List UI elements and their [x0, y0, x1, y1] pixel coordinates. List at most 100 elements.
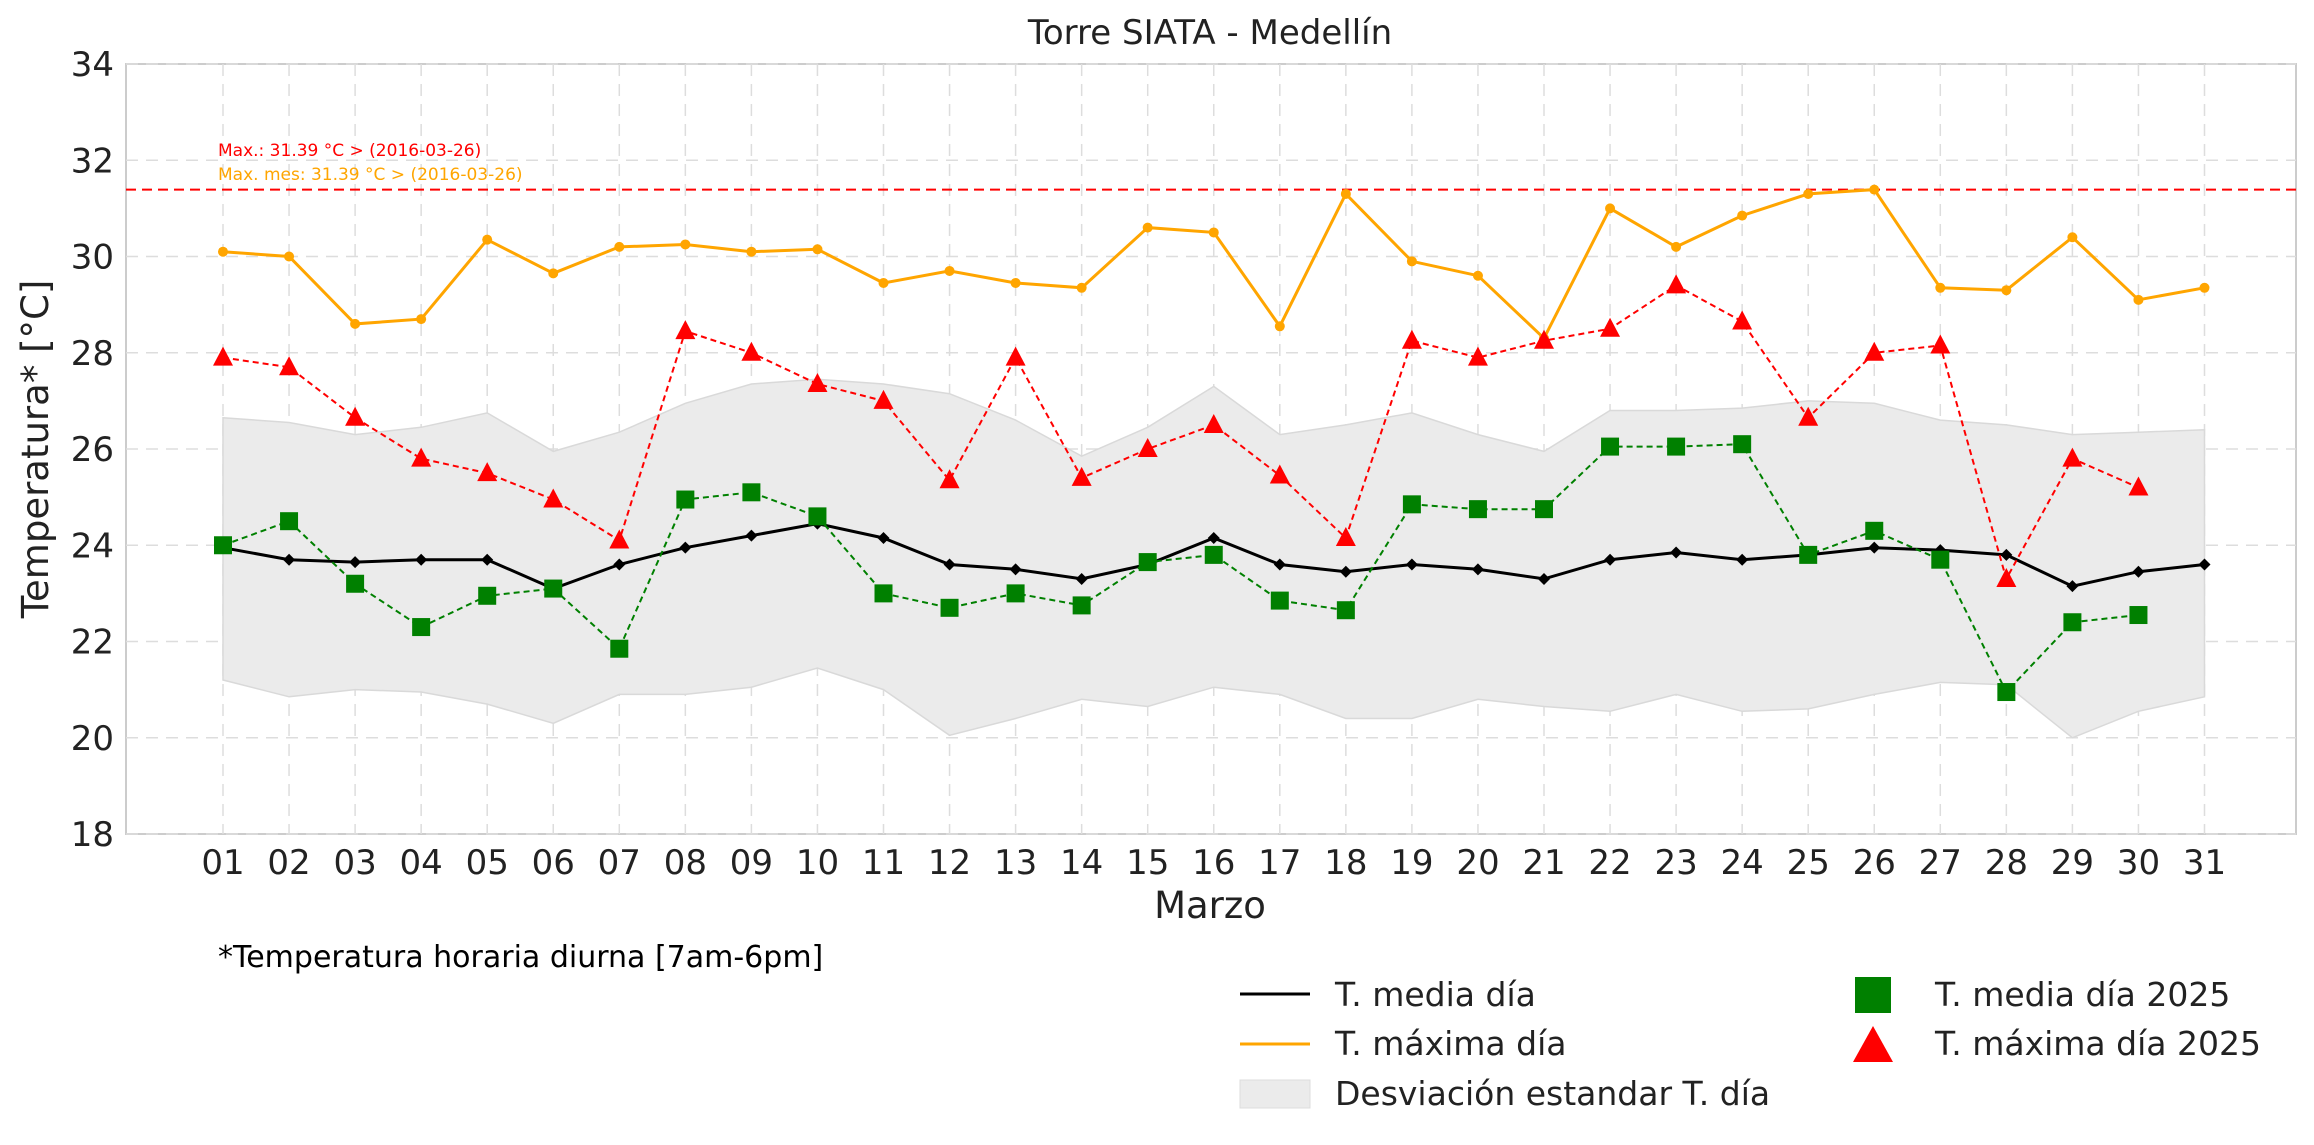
point-mean-2025 — [544, 579, 563, 598]
x-tick-label: 22 — [1588, 843, 1631, 883]
point-max — [1869, 184, 1880, 195]
x-tick-label: 15 — [1126, 843, 1169, 883]
point-mean-2025 — [940, 598, 959, 617]
x-tick-label: 14 — [1060, 843, 1103, 883]
point-mean — [745, 529, 758, 542]
y-tick-labels: 18 20 22 24 26 28 30 32 34 — [71, 45, 114, 855]
point-max — [878, 277, 889, 288]
x-tick-label: 09 — [730, 843, 773, 883]
x-tick-label: 20 — [1456, 843, 1499, 883]
x-tick-label: 05 — [466, 843, 509, 883]
point-max-2025 — [543, 488, 564, 508]
x-tick-label: 28 — [1985, 843, 2028, 883]
point-max — [1803, 188, 1814, 199]
point-mean — [1339, 565, 1352, 578]
point-mean — [2000, 548, 2013, 561]
legend-label-max: T. máxima día — [1334, 1024, 1566, 1063]
point-max-2025 — [1732, 310, 1753, 330]
x-tick-label: 06 — [532, 843, 575, 883]
point-max-2025 — [411, 447, 432, 467]
point-max-2025 — [1930, 334, 1951, 354]
x-tick-label: 10 — [796, 843, 839, 883]
point-max — [1340, 188, 1351, 199]
point-max-2025 — [1864, 341, 1885, 361]
point-max — [614, 241, 625, 252]
x-tick-label: 13 — [994, 843, 1037, 883]
point-mean-2025 — [346, 574, 365, 593]
point-max — [1142, 222, 1153, 233]
point-mean-2025 — [478, 586, 497, 605]
x-tick-label: 04 — [400, 843, 443, 883]
point-max-2025 — [1137, 438, 1158, 457]
x-tick-labels: 01 02 03 04 05 06 07 08 09 10 11 12 13 14 15 16 17 18 19 20… — [201, 843, 2226, 883]
point-mean-2025 — [280, 512, 299, 531]
point-mean — [877, 532, 890, 545]
point-mean — [283, 553, 296, 566]
point-mean — [1273, 558, 1286, 571]
point-max-2025 — [345, 406, 366, 426]
point-max-2025 — [1071, 466, 1092, 486]
point-max — [944, 265, 955, 276]
series-layer — [213, 184, 2211, 702]
point-max-2025 — [1798, 406, 1819, 426]
point-max-2025 — [1996, 567, 2017, 587]
legend-label-mean-2025: T. media día 2025 — [1934, 975, 2230, 1014]
point-max — [1406, 256, 1417, 267]
point-mean-2025 — [1270, 591, 1289, 610]
x-tick-label: 17 — [1258, 843, 1301, 883]
point-max-2025 — [807, 373, 828, 393]
point-mean-2025 — [1402, 495, 1421, 514]
point-mean — [1009, 563, 1022, 576]
point-mean-2025 — [1799, 545, 1818, 564]
point-mean-2025 — [1006, 584, 1025, 603]
point-max — [482, 234, 493, 245]
point-max — [1605, 203, 1616, 214]
x-tick-label: 24 — [1721, 843, 1764, 883]
x-tick-label: 29 — [2051, 843, 2094, 883]
point-mean — [415, 553, 428, 566]
point-max — [680, 239, 691, 250]
point-mean-2025 — [412, 618, 431, 637]
x-tick-label: 19 — [1390, 843, 1433, 883]
point-mean-2025 — [1468, 500, 1487, 519]
legend-label-band: Desviación estandar T. día — [1335, 1074, 1770, 1113]
point-max — [1935, 282, 1946, 293]
point-mean — [1471, 563, 1484, 576]
point-max-2025 — [609, 529, 630, 549]
point-mean — [1868, 541, 1881, 554]
plot-area — [125, 63, 2297, 835]
point-mean-2025 — [1667, 437, 1686, 456]
point-max — [1671, 241, 1682, 252]
point-max-2025 — [1600, 317, 1621, 337]
point-mean — [1405, 558, 1418, 571]
point-mean — [1538, 572, 1550, 585]
point-mean — [1075, 572, 1088, 585]
point-mean — [2198, 558, 2211, 571]
x-tick-label: 26 — [1853, 843, 1896, 883]
point-mean-2025 — [742, 483, 761, 502]
annotation-max: Max.: 31.39 °C > (2016-03-26) — [218, 141, 481, 161]
point-max-2025 — [741, 341, 762, 361]
point-mean-2025 — [1072, 596, 1091, 615]
point-max-2025 — [675, 320, 696, 340]
point-max — [284, 251, 295, 262]
x-tick-label: 03 — [333, 843, 376, 883]
y-tick-label: 24 — [71, 526, 114, 566]
point-mean — [1670, 546, 1683, 559]
x-axis-label: Marzo — [1154, 884, 1266, 927]
point-max — [350, 318, 361, 329]
x-tick-label: 16 — [1192, 843, 1235, 883]
series-line-max-2025 — [222, 284, 2139, 582]
point-max — [1737, 210, 1748, 221]
legend-label-mean: T. media día — [1334, 975, 1536, 1014]
point-mean-2025 — [874, 584, 893, 603]
x-tick-label: 02 — [267, 843, 310, 883]
point-mean — [1736, 553, 1749, 566]
point-mean-2025 — [676, 490, 695, 509]
point-max-2025 — [279, 356, 300, 376]
point-mean — [1207, 532, 1220, 545]
x-tick-label: 07 — [598, 843, 641, 883]
x-tick-label: 08 — [664, 843, 707, 883]
point-max — [2001, 285, 2012, 296]
point-max-2025 — [1666, 274, 1687, 294]
